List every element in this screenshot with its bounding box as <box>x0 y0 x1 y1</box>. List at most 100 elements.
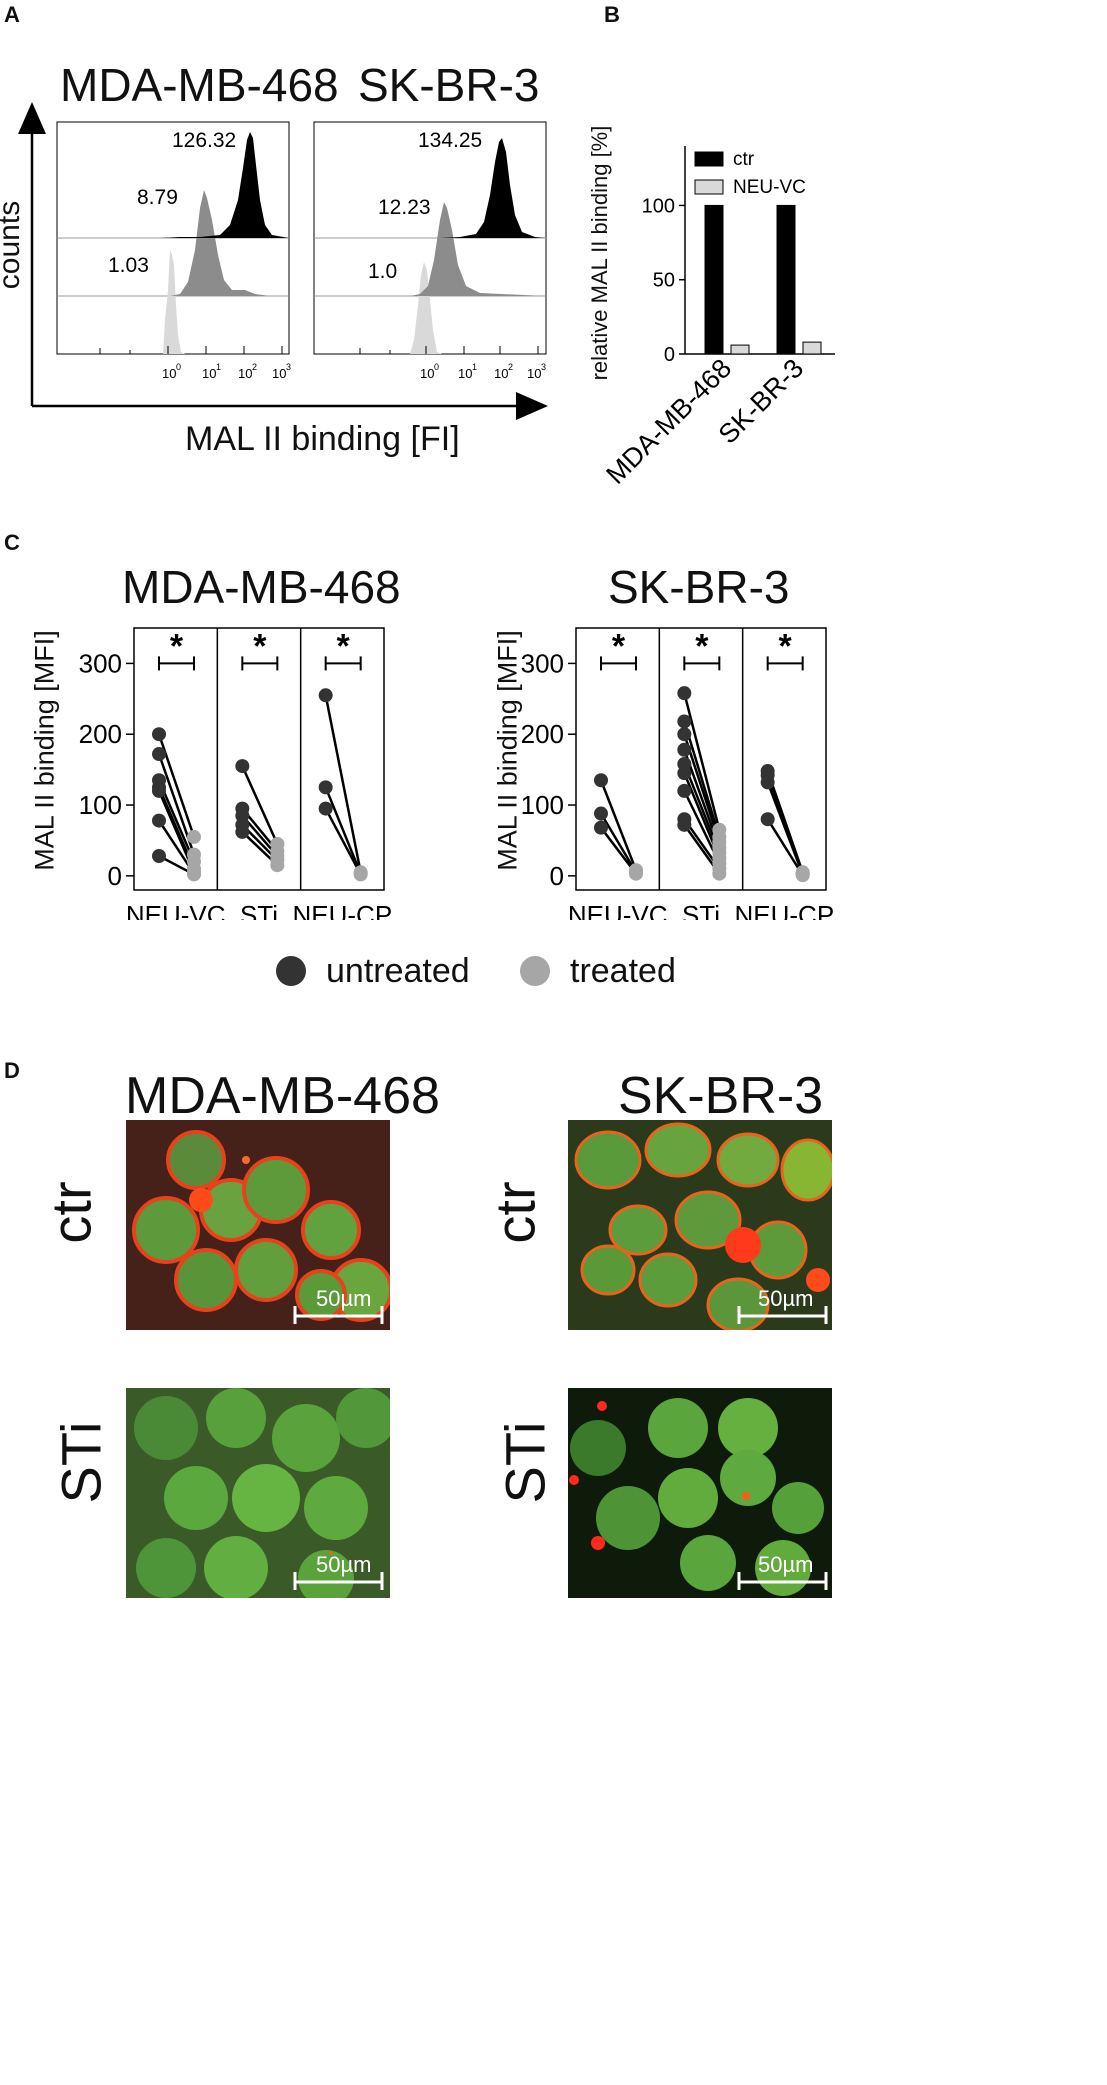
c-ytick-label: 300 <box>521 648 564 678</box>
c-group-label: NEU-VC <box>568 900 668 920</box>
legend-treated-dot <box>520 956 550 986</box>
c-pair-line <box>683 692 721 831</box>
b-legend-label: ctr <box>733 149 755 170</box>
b-legend-swatch <box>694 179 724 195</box>
a-tick-right-2-exp: 2 <box>508 362 513 372</box>
legend-untreated-dot <box>276 956 306 986</box>
a-tick-left-3: 10 <box>272 366 286 381</box>
c-point-untreated <box>677 714 692 729</box>
b-bar-neu-vc <box>730 344 750 355</box>
a-value-left-3: 1.03 <box>108 254 149 277</box>
c-point-untreated <box>152 727 166 742</box>
c-sig-star: * <box>695 627 709 665</box>
a-value-left-1: 126.32 <box>172 129 236 152</box>
a-tick-right-1-exp: 1 <box>472 362 477 372</box>
c-pair-line <box>599 779 638 871</box>
c-point-untreated <box>152 849 166 864</box>
b-ytick-label: 100 <box>642 195 675 217</box>
scale-label-skbr-sti: 50µm <box>758 1552 814 1577</box>
panel-d-letter: D <box>4 1058 20 1083</box>
a-value-right-3: 1.0 <box>368 260 397 283</box>
micrograph-mda-ctr <box>126 1120 390 1330</box>
panel-d-title-left: MDA-MB-468 <box>125 1067 440 1125</box>
a-tick-left-2-exp: 2 <box>252 362 257 372</box>
c-group-label: STi <box>240 900 278 920</box>
d-row-label-sti-left: STi <box>49 1421 113 1504</box>
scale-bar-skbr-sti <box>737 1572 828 1590</box>
c-point-untreated <box>235 824 250 839</box>
a-tick-right-0-exp: 0 <box>434 362 439 372</box>
histogram-black-left <box>160 132 289 238</box>
c-pair-line <box>241 765 279 845</box>
c-point-treated <box>795 868 810 883</box>
c-point-untreated <box>152 747 166 762</box>
c-sig-star: * <box>612 627 626 665</box>
c-pair-line <box>766 818 804 876</box>
a-value-right-2: 12.23 <box>378 196 431 219</box>
scale-label-mda-ctr: 50µm <box>316 1286 372 1311</box>
histogram-box-left <box>56 121 290 355</box>
histogram-light-right <box>410 262 442 354</box>
c-point-untreated <box>318 780 333 795</box>
c-point-treated <box>353 867 368 882</box>
a-tick-right-3-exp: 3 <box>541 362 546 372</box>
c-ytick-label: 0 <box>550 861 564 891</box>
c-point-untreated <box>594 773 608 788</box>
c-point-untreated <box>152 813 166 828</box>
a-tick-left-3-exp: 3 <box>286 362 291 372</box>
c-plot-frame <box>133 627 385 891</box>
a-tick-left-1: 10 <box>202 366 216 381</box>
a-x-label: MAL II binding [FI] <box>185 420 460 458</box>
c-pair-line <box>600 826 637 875</box>
d-row-label-ctr-right: ctr <box>483 1181 547 1244</box>
a-value-right-1: 134.25 <box>418 129 482 152</box>
a-tick-right-2: 10 <box>494 366 508 381</box>
panel-c-scatter: 0 100 200 300 * NEU-VC * STi * NEU-CP 0 100 200 300 *… <box>79 627 834 920</box>
panel-a-title-left: MDA-MB-468 <box>60 59 339 111</box>
a-tick-left-2: 10 <box>238 366 252 381</box>
c-point-untreated <box>677 727 692 742</box>
c-point-treated <box>187 867 201 882</box>
c-ytick-label: 0 <box>108 861 122 891</box>
a-tick-left-1-exp: 1 <box>216 362 221 372</box>
c-point-untreated <box>760 775 775 790</box>
c-ytick-label: 100 <box>521 790 564 820</box>
c-pair-line <box>766 781 804 875</box>
a-value-left-2: 8.79 <box>137 186 178 209</box>
c-pair-line <box>324 807 362 876</box>
c-point-treated <box>712 866 727 881</box>
panel-d-title-right: SK-BR-3 <box>618 1067 824 1125</box>
c-point-treated <box>629 866 643 881</box>
b-legend-label: NEU-VC <box>733 177 806 198</box>
b-ytick-label: 50 <box>653 270 675 292</box>
c-point-untreated <box>677 686 692 701</box>
c-group-label: NEU-VC <box>126 900 226 920</box>
scale-label-skbr-ctr: 50µm <box>758 1286 814 1311</box>
c-point-treated <box>270 858 285 873</box>
c-point-untreated <box>235 759 250 774</box>
c-point-untreated <box>318 801 333 816</box>
c-pair-line <box>324 786 362 875</box>
c-ytick-label: 100 <box>79 790 122 820</box>
d-row-label-sti-right: STi <box>493 1421 557 1504</box>
histogram-black-right <box>440 138 546 238</box>
a-tick-right-0: 10 <box>420 366 434 381</box>
scale-label-mda-sti: 50µm <box>316 1552 372 1577</box>
c-point-untreated <box>594 806 608 821</box>
c-pair-line <box>599 812 638 873</box>
a-y-arrow <box>18 102 46 134</box>
panel-c-title-right: SK-BR-3 <box>608 561 790 613</box>
histogram-gray-right <box>410 202 546 296</box>
histogram-light-left <box>160 250 185 354</box>
b-bar-neu-vc <box>802 341 822 355</box>
c-sig-star: * <box>337 627 351 665</box>
c-y-label-right: MAL II binding [MFI] <box>492 630 523 871</box>
histogram-box-right <box>313 121 547 355</box>
c-sig-star: * <box>170 627 184 665</box>
c-pair-line <box>324 695 362 873</box>
c-point-untreated <box>318 688 333 703</box>
a-y-label: counts <box>0 200 27 290</box>
c-point-untreated <box>760 812 775 827</box>
c-sig-star: * <box>779 627 793 665</box>
